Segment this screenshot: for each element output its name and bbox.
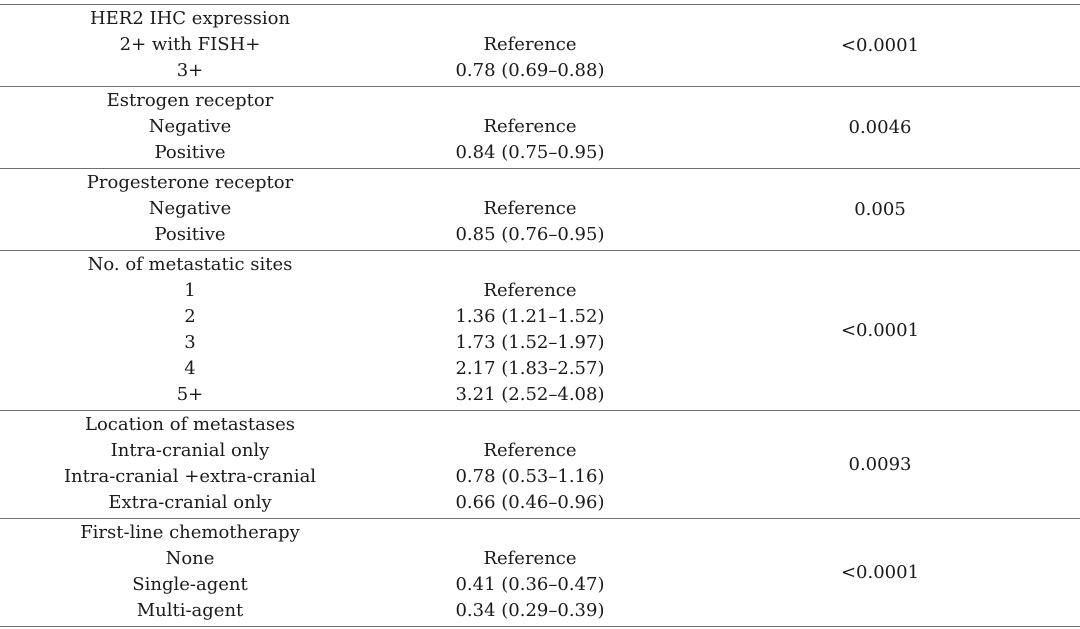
variable-header: Estrogen receptor <box>106 90 274 111</box>
variable-header: Progesterone receptor <box>86 172 294 193</box>
empty-cell <box>380 520 680 546</box>
empty-cell <box>380 412 680 438</box>
row-value: Reference <box>483 548 577 569</box>
row-value: Reference <box>483 440 577 461</box>
row-label: 3 <box>184 332 196 353</box>
row-value: Reference <box>483 116 577 137</box>
p-value: <0.0001 <box>840 319 920 341</box>
p-value-column: 0.0093 <box>680 412 1080 516</box>
p-value-column: <0.0001 <box>680 6 1080 84</box>
row-value: Reference <box>483 198 577 219</box>
row-label: Single-agent <box>132 574 248 595</box>
p-value-column: 0.005 <box>680 170 1080 248</box>
p-value: 0.0093 <box>848 453 912 475</box>
p-value: <0.0001 <box>840 34 920 56</box>
row-value: 0.66 (0.46–0.96) <box>455 492 605 513</box>
row-label: 4 <box>184 358 196 379</box>
hazard-ratio-column: Reference 0.84 (0.75–0.95) <box>380 88 680 166</box>
row-label: Intra-cranial +extra-cranial <box>63 466 317 487</box>
empty-cell <box>380 252 680 278</box>
table-section-progesterone: Progesterone receptor Negative Positive … <box>0 168 1080 250</box>
variable-column: Location of metastases Intra-cranial onl… <box>0 412 380 516</box>
empty-cell <box>380 88 680 114</box>
table-section-estrogen: Estrogen receptor Negative Positive Refe… <box>0 86 1080 168</box>
row-value: 3.21 (2.52–4.08) <box>455 384 605 405</box>
p-value-column: 0.0046 <box>680 88 1080 166</box>
hazard-ratio-column: Reference 0.41 (0.36–0.47) 0.34 (0.29–0.… <box>380 520 680 624</box>
p-value: 0.0046 <box>848 116 912 138</box>
row-label: Negative <box>148 116 232 137</box>
variable-column: Progesterone receptor Negative Positive <box>0 170 380 248</box>
table-section-chemotherapy: First-line chemotherapy None Single-agen… <box>0 518 1080 627</box>
variable-column: HER2 IHC expression 2+ with FISH+ 3+ <box>0 6 380 84</box>
row-label: 2 <box>184 306 196 327</box>
p-value: <0.0001 <box>840 561 920 583</box>
row-label: 1 <box>184 280 196 301</box>
row-value: Reference <box>483 34 577 55</box>
hazard-ratio-column: Reference 0.78 (0.53–1.16) 0.66 (0.46–0.… <box>380 412 680 516</box>
row-value: 1.73 (1.52–1.97) <box>455 332 605 353</box>
empty-cell <box>380 6 680 32</box>
hazard-ratio-column: Reference 0.78 (0.69–0.88) <box>380 6 680 84</box>
empty-cell <box>380 170 680 196</box>
row-value: 0.84 (0.75–0.95) <box>455 142 605 163</box>
row-value: 0.78 (0.69–0.88) <box>455 60 605 81</box>
row-label: Extra-cranial only <box>108 492 272 513</box>
variable-header: First-line chemotherapy <box>80 522 300 543</box>
p-value-column: <0.0001 <box>680 252 1080 408</box>
row-value: 1.36 (1.21–1.52) <box>455 306 605 327</box>
row-value: 0.41 (0.36–0.47) <box>455 574 605 595</box>
p-value-column: <0.0001 <box>680 520 1080 624</box>
row-label: 3+ <box>176 60 204 81</box>
row-label: Negative <box>148 198 232 219</box>
row-label: Positive <box>154 142 226 163</box>
row-label: Intra-cranial only <box>110 440 270 461</box>
statistical-table: HER2 IHC expression 2+ with FISH+ 3+ Ref… <box>0 4 1080 627</box>
row-label: None <box>165 548 215 569</box>
p-value: 0.005 <box>854 198 906 220</box>
variable-column: Estrogen receptor Negative Positive <box>0 88 380 166</box>
row-value: Reference <box>483 280 577 301</box>
table-section-metastases-location: Location of metastases Intra-cranial onl… <box>0 410 1080 518</box>
variable-column: First-line chemotherapy None Single-agen… <box>0 520 380 624</box>
variable-column: No. of metastatic sites 1 2 3 4 5+ <box>0 252 380 408</box>
variable-header: Location of metastases <box>85 414 295 435</box>
row-label: Multi-agent <box>136 600 244 621</box>
variable-header: No. of metastatic sites <box>87 254 293 275</box>
row-label: Positive <box>154 224 226 245</box>
hazard-ratio-column: Reference 0.85 (0.76–0.95) <box>380 170 680 248</box>
row-value: 0.34 (0.29–0.39) <box>455 600 605 621</box>
row-value: 0.78 (0.53–1.16) <box>455 466 605 487</box>
variable-header: HER2 IHC expression <box>89 8 291 29</box>
row-label: 2+ with FISH+ <box>119 34 261 55</box>
row-value: 2.17 (1.83–2.57) <box>455 358 605 379</box>
row-value: 0.85 (0.76–0.95) <box>455 224 605 245</box>
hazard-ratio-column: Reference 1.36 (1.21–1.52) 1.73 (1.52–1.… <box>380 252 680 408</box>
table-section-her2: HER2 IHC expression 2+ with FISH+ 3+ Ref… <box>0 4 1080 86</box>
table-section-metastatic-sites: No. of metastatic sites 1 2 3 4 5+ Refer… <box>0 250 1080 410</box>
row-label: 5+ <box>176 384 204 405</box>
